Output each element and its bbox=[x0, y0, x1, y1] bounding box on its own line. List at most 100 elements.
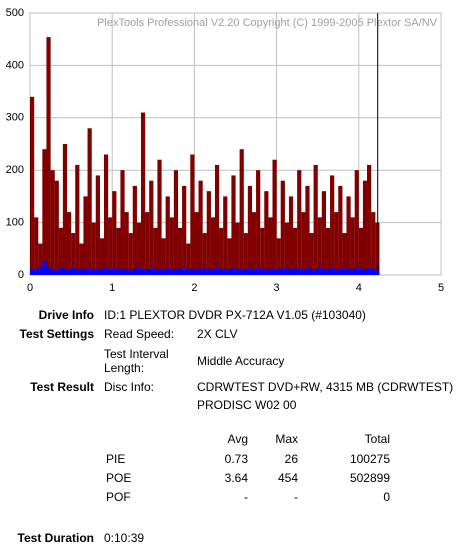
bar bbox=[182, 267, 187, 275]
bar bbox=[124, 269, 129, 275]
bar bbox=[330, 268, 335, 275]
bar bbox=[87, 128, 92, 275]
bar bbox=[256, 170, 261, 275]
bar bbox=[99, 238, 105, 275]
bar bbox=[342, 233, 347, 275]
bar bbox=[190, 154, 195, 275]
bar bbox=[325, 227, 331, 275]
x-tick-label: 1 bbox=[109, 282, 115, 294]
bar bbox=[46, 37, 51, 275]
bar bbox=[34, 269, 39, 275]
bar bbox=[210, 217, 216, 275]
bar bbox=[342, 268, 347, 275]
bar bbox=[50, 170, 55, 275]
bar bbox=[198, 268, 203, 275]
bar bbox=[136, 222, 142, 275]
value: Middle Accuracy bbox=[197, 354, 285, 368]
label: Length: bbox=[104, 361, 145, 375]
bar bbox=[38, 243, 43, 275]
bar bbox=[280, 267, 285, 275]
bar bbox=[354, 170, 359, 275]
x-tick-label: 5 bbox=[438, 282, 444, 294]
bar bbox=[42, 149, 47, 275]
y-tick-label: 100 bbox=[6, 217, 24, 229]
bar bbox=[58, 227, 63, 275]
bar bbox=[95, 175, 100, 275]
bar bbox=[317, 217, 322, 275]
bar bbox=[34, 217, 39, 275]
bar bbox=[280, 180, 285, 275]
bar bbox=[346, 196, 351, 275]
bar bbox=[301, 270, 306, 275]
bar bbox=[66, 269, 72, 275]
bar bbox=[153, 227, 158, 275]
bar bbox=[219, 269, 224, 275]
bar bbox=[206, 191, 211, 275]
bar bbox=[54, 270, 59, 275]
x-tick-label: 4 bbox=[356, 282, 362, 294]
bar bbox=[202, 269, 207, 275]
bar bbox=[169, 217, 174, 275]
bar bbox=[116, 227, 121, 275]
bar bbox=[124, 212, 129, 275]
stat-cell: 100275 bbox=[349, 452, 390, 466]
bar bbox=[71, 233, 76, 275]
value: CDRWTEST DVD+RW, 4315 MB (CDRWTEST) bbox=[197, 380, 454, 394]
bar bbox=[243, 233, 248, 275]
bar bbox=[186, 269, 191, 275]
bar bbox=[288, 196, 294, 275]
bar bbox=[103, 154, 109, 275]
bar bbox=[182, 185, 187, 275]
y-tick-label: 300 bbox=[6, 112, 24, 124]
stat-cell: Max bbox=[275, 432, 298, 446]
label: Drive Info bbox=[38, 308, 94, 322]
bar bbox=[305, 268, 310, 275]
bar bbox=[194, 212, 199, 275]
bar bbox=[268, 269, 273, 275]
bar bbox=[239, 268, 244, 275]
bar bbox=[354, 267, 359, 275]
bar bbox=[264, 268, 269, 275]
bar bbox=[30, 268, 35, 275]
bar bbox=[145, 212, 150, 275]
bar bbox=[239, 149, 244, 275]
watermark: PlexTools Professional V2.20 Copyright (… bbox=[97, 17, 438, 29]
y-tick-label: 400 bbox=[6, 59, 24, 71]
bar bbox=[128, 270, 133, 275]
stat-cell: 26 bbox=[284, 452, 298, 466]
bar bbox=[173, 268, 179, 275]
stat-cell: Avg bbox=[227, 432, 248, 446]
bar bbox=[260, 227, 265, 275]
bar bbox=[38, 267, 43, 275]
bar bbox=[256, 268, 261, 275]
bar bbox=[99, 269, 105, 275]
bar bbox=[54, 180, 59, 275]
bar bbox=[169, 269, 174, 275]
stat-cell: - bbox=[244, 490, 248, 504]
bar bbox=[194, 270, 199, 275]
x-tick-label: 0 bbox=[27, 282, 33, 294]
bar bbox=[272, 159, 277, 275]
bar bbox=[214, 267, 220, 275]
label: Test Result bbox=[30, 380, 94, 394]
bar bbox=[157, 159, 162, 275]
bar bbox=[350, 269, 355, 275]
bar bbox=[313, 164, 318, 275]
bar bbox=[358, 268, 363, 275]
bar bbox=[161, 270, 166, 275]
bar bbox=[338, 185, 343, 275]
bar bbox=[30, 96, 35, 275]
bar bbox=[149, 180, 154, 275]
value: 2X CLV bbox=[197, 327, 238, 341]
bar bbox=[317, 267, 322, 275]
stat-cell: 3.64 bbox=[224, 471, 248, 485]
stat-cell: POE bbox=[106, 471, 132, 485]
value: ID:1 PLEXTOR DVDR PX-712A V1.05 (#103040… bbox=[104, 308, 366, 322]
bar bbox=[206, 268, 211, 275]
bar bbox=[132, 185, 137, 275]
bar bbox=[243, 269, 248, 275]
bar bbox=[297, 170, 302, 275]
bar bbox=[214, 164, 220, 275]
stat-cell: 502899 bbox=[349, 471, 390, 485]
